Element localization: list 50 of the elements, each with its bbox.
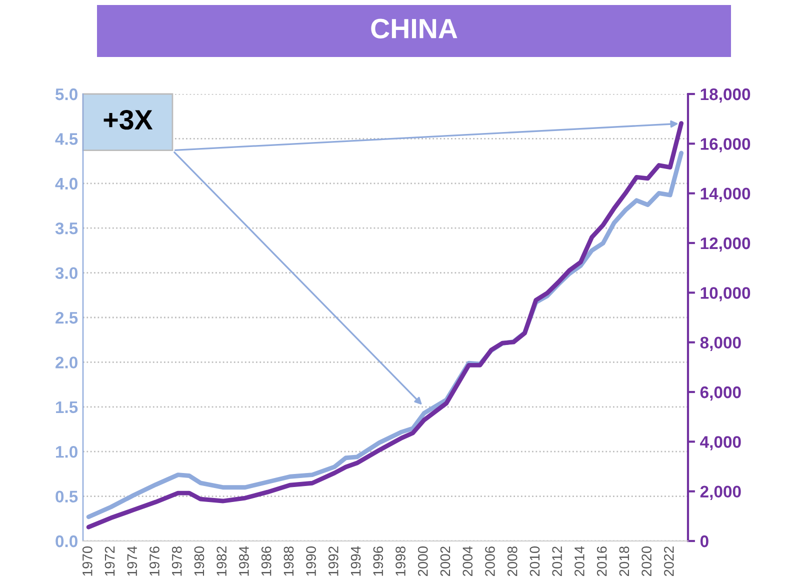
x-tick-label: 2018 — [619, 546, 630, 576]
x-tick-label: 2016 — [596, 546, 607, 576]
x-tick-label: 1986 — [261, 546, 272, 576]
chart-title: CHINA — [371, 18, 458, 38]
x-tick-label: 1982 — [216, 546, 227, 576]
x-tick-label: 1978 — [172, 546, 182, 576]
y2-tick-label: 8,000 — [700, 336, 741, 351]
y-tick-label: 2.5 — [56, 312, 78, 324]
y2-tick-label: 16,000 — [700, 138, 750, 152]
y-tick-label: 3.0 — [55, 267, 78, 280]
x-tick-label: 2002 — [440, 546, 450, 576]
x-tick-label: 2008 — [507, 546, 518, 576]
y2-tick-label: 0 — [700, 535, 708, 548]
x-tick-label: 2012 — [552, 546, 562, 576]
x-tick-label: 1996 — [373, 546, 384, 576]
y2-tick-label: 10,000 — [700, 287, 750, 302]
x-tick-label: 2020 — [642, 546, 652, 576]
x-tick-label: 1994 — [350, 546, 361, 576]
x-tick-label: 1992 — [328, 546, 338, 576]
y2-tick-label: 6,000 — [700, 386, 741, 401]
y2-tick-label: 4,000 — [700, 436, 741, 450]
x-tick-label: 2004 — [462, 546, 473, 576]
y-tick-label: 1.0 — [56, 446, 78, 458]
y-tick-label: 4.5 — [55, 133, 78, 145]
x-tick-label: 1984 — [239, 546, 249, 576]
x-tick-label: 1972 — [104, 546, 115, 576]
y2-tick-label: 2,000 — [700, 486, 741, 500]
x-tick-label: 2010 — [530, 546, 540, 576]
y2-tick-label: 18,000 — [700, 88, 750, 103]
y-tick-label: 2.0 — [56, 356, 78, 368]
x-tick-label: 1990 — [306, 546, 316, 576]
x-tick-label: 2014 — [574, 546, 584, 576]
x-tick-label: 1970 — [82, 546, 92, 576]
y2-tick-label: 14,000 — [700, 188, 750, 202]
x-tick-label: 1976 — [150, 546, 160, 576]
annotation: +3X — [104, 110, 153, 130]
y-tick-label: 4.0 — [55, 178, 78, 190]
x-tick-label: 1998 — [396, 546, 406, 576]
y-tick-label: 0.5 — [56, 490, 78, 503]
y-tick-label: 0.0 — [56, 535, 78, 548]
y2-tick-label: 12,000 — [700, 237, 750, 252]
x-tick-label: 1988 — [284, 546, 294, 576]
y-tick-label: 3.5 — [55, 222, 78, 234]
y-tick-label: 1.5 — [56, 401, 78, 414]
x-tick-label: 2000 — [418, 546, 428, 576]
x-tick-label: 1980 — [194, 546, 204, 576]
y-tick-label: 5.0 — [55, 88, 78, 100]
x-tick-label: 2006 — [485, 546, 495, 576]
x-tick-label: 1974 — [127, 546, 138, 576]
x-tick-label: 2022 — [664, 546, 674, 576]
